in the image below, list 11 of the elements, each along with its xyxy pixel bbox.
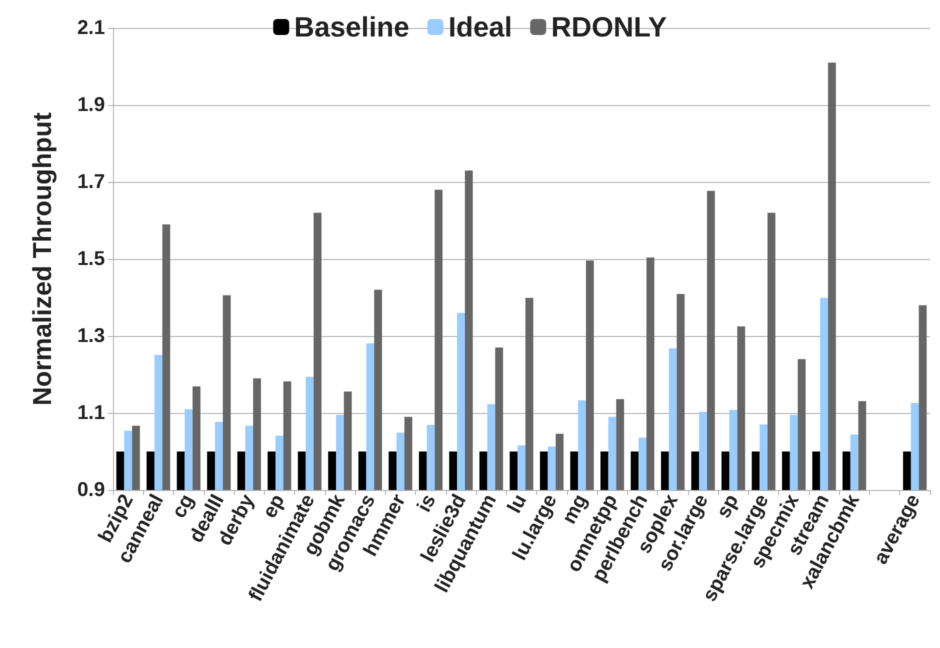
y-axis-title: Normalized Throughput xyxy=(27,112,57,406)
legend-label: Ideal xyxy=(448,12,512,42)
legend-label: Baseline xyxy=(294,12,410,42)
y-tick-label: 1.3 xyxy=(77,325,105,347)
y-tick-label: 2.1 xyxy=(77,17,105,39)
legend-label: RDONLY xyxy=(551,12,668,42)
y-tick-label: 1.1 xyxy=(77,402,105,424)
y-tick-label: 1.5 xyxy=(77,248,105,270)
y-tick-label: 1.9 xyxy=(77,94,105,116)
y-tick-label: 0.9 xyxy=(77,479,105,501)
y-tick-label: 1.7 xyxy=(77,171,105,193)
